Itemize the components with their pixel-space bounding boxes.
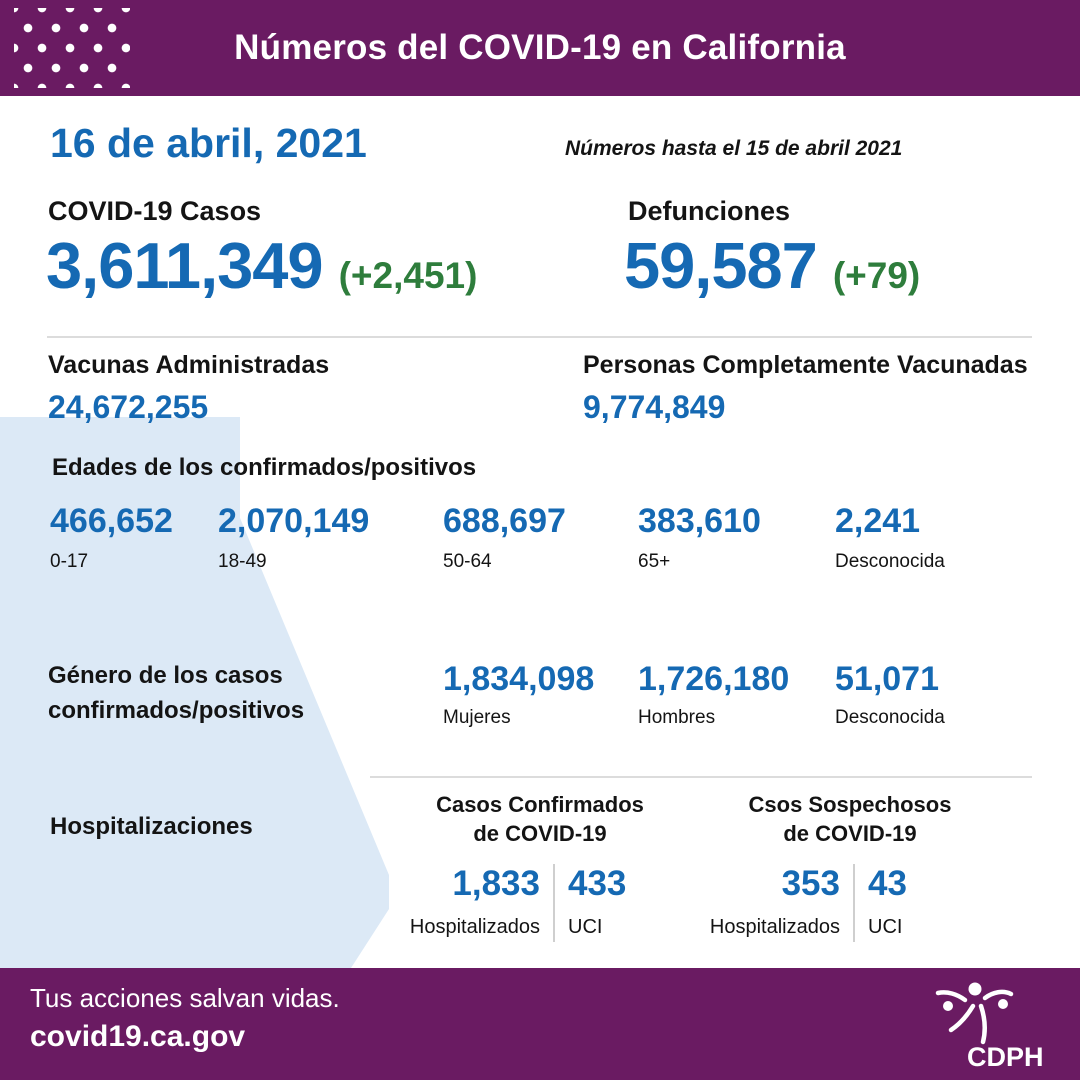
deaths-delta: (+79) <box>832 255 921 296</box>
age-group-value: 2,241 <box>835 502 921 540</box>
footer-bar <box>0 968 1080 1080</box>
gender-group-label: Hombres <box>638 707 716 728</box>
suspected-hospitalization-stats: 353 Hospitalizados 43 UCI <box>692 864 907 942</box>
dots-pattern-icon <box>14 8 130 88</box>
gender-group-value: 1,834,098 <box>443 660 595 698</box>
age-group-value: 383,610 <box>638 502 761 540</box>
vertical-divider <box>853 864 855 942</box>
footer-url-link[interactable]: covid19.ca.gov <box>30 1020 246 1053</box>
suspected-hospitalized-value: 353 <box>781 864 840 903</box>
gender-group-value: 51,071 <box>835 660 939 698</box>
footer-tagline: Tus acciones salvan vidas. <box>30 983 340 1013</box>
cases-value: 3,611,349 <box>46 229 324 302</box>
page-title: Números del COVID-19 en California <box>234 28 846 67</box>
data-as-of-note: Números hasta el 15 de abril 2021 <box>565 137 903 160</box>
confirmed-icu-label: UCI <box>568 916 603 938</box>
fully-vaccinated-value: 9,774,849 <box>583 389 726 425</box>
cdph-logo-text: CDPH <box>967 1042 1044 1072</box>
confirmed-header-line2: de COVID-19 <box>473 821 607 846</box>
gender-group-label: Desconocida <box>835 707 945 728</box>
ages-section-title: Edades de los confirmados/positivos <box>52 454 477 481</box>
suspected-header-line2: de COVID-19 <box>783 821 917 846</box>
suspected-header-line1: Csos Sospechosos <box>748 792 952 817</box>
fully-vaccinated-label: Personas Completamente Vacunadas <box>583 351 1028 379</box>
vaccines-administered-value: 24,672,255 <box>48 389 209 425</box>
age-group-label: 18-49 <box>218 551 267 572</box>
cases-label: COVID-19 Casos <box>48 196 262 226</box>
cases-delta: (+2,451) <box>338 255 478 296</box>
suspected-cases-header: Csos Sospechosos de COVID-19 <box>710 790 990 848</box>
confirmed-hospitalized-block: 1,833 Hospitalizados <box>383 864 540 942</box>
age-group-label: Desconocida <box>835 551 945 572</box>
hospitalizations-title: Hospitalizaciones <box>50 813 253 840</box>
confirmed-hospitalized-value: 1,833 <box>452 864 540 903</box>
confirmed-icu-value: 433 <box>568 864 627 903</box>
confirmed-header-line1: Casos Confirmados <box>436 792 644 817</box>
suspected-icu-block: 43 UCI <box>868 864 907 942</box>
deaths-stat: 59,587 (+79) <box>624 228 920 303</box>
age-group-value: 466,652 <box>50 502 173 540</box>
gender-group-value: 1,726,180 <box>638 660 790 698</box>
deaths-label: Defunciones <box>628 196 791 226</box>
header-bar <box>0 0 1080 96</box>
confirmed-icu-block: 433 UCI <box>568 864 626 942</box>
suspected-hospitalized-label: Hospitalizados <box>709 916 840 938</box>
age-group-label: 0-17 <box>50 551 89 572</box>
gender-title-line1: Género de los casos <box>48 662 283 689</box>
deaths-value: 59,587 <box>624 229 818 302</box>
section-divider <box>370 776 1032 778</box>
age-group-value: 688,697 <box>443 502 566 540</box>
california-silhouette <box>0 417 389 968</box>
suspected-icu-value: 43 <box>868 864 907 903</box>
vertical-divider <box>553 864 555 942</box>
age-group-label: 65+ <box>638 551 671 572</box>
gender-title-line2: confirmados/positivos <box>48 697 305 724</box>
suspected-icu-label: UCI <box>868 916 903 938</box>
age-group-label: 50-64 <box>443 551 492 572</box>
gender-group-label: Mujeres <box>443 707 511 728</box>
report-date: 16 de abril, 2021 <box>50 120 367 166</box>
cdph-logo-icon: CDPH <box>935 982 1044 1072</box>
confirmed-hospitalization-stats: 1,833 Hospitalizados 433 UCI <box>383 864 626 942</box>
gender-section-title: Género de los casos confirmados/positivo… <box>48 658 304 728</box>
suspected-hospitalized-block: 353 Hospitalizados <box>692 864 840 942</box>
vaccines-administered-label: Vacunas Administradas <box>48 351 330 379</box>
confirmed-hospitalized-label: Hospitalizados <box>409 916 540 938</box>
section-divider <box>47 336 1032 338</box>
confirmed-cases-header: Casos Confirmados de COVID-19 <box>400 790 680 848</box>
cases-stat: 3,611,349 (+2,451) <box>46 228 477 303</box>
age-group-value: 2,070,149 <box>218 502 370 540</box>
